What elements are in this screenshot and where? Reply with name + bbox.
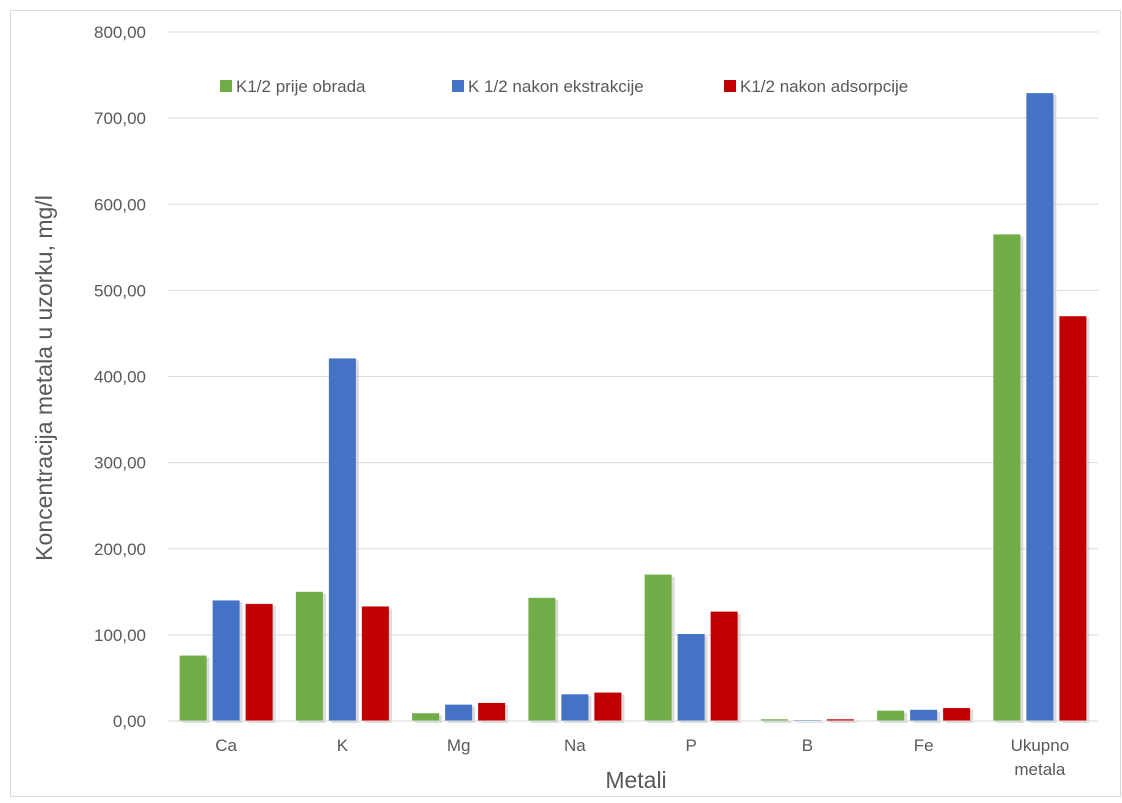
legend-label: K1/2 nakon adsorpcije — [740, 77, 908, 96]
legend-label: K1/2 prije obrada — [236, 77, 366, 96]
y-axis-title: Koncentracija metala u uzorku, mg/l — [31, 195, 57, 561]
y-tick-label: 100,00 — [94, 626, 146, 645]
bar — [1059, 316, 1087, 721]
bar — [179, 655, 207, 721]
bar — [910, 709, 938, 721]
legend-label: K 1/2 nakon ekstrakcije — [468, 77, 644, 96]
bar — [528, 597, 556, 721]
x-category-label: Mg — [447, 736, 471, 755]
bar-shadow — [829, 721, 857, 723]
y-axis-ticks: 0,00 100,00 200,00 300,00 400,00 500,00 600,00… — [94, 23, 146, 731]
bar — [478, 702, 506, 721]
x-axis-title: Metali — [605, 767, 666, 793]
y-tick-label: 700,00 — [94, 109, 146, 128]
legend-swatch — [220, 80, 232, 92]
bar — [1026, 93, 1054, 722]
bar — [212, 600, 240, 721]
bar — [594, 692, 622, 721]
bar — [943, 708, 971, 721]
chart-border — [10, 10, 1121, 797]
x-axis-categories: Ca K Mg Na P B Fe Ukupno metala — [215, 736, 1069, 779]
x-category-label: Ukupno metala — [1011, 736, 1070, 779]
bar — [361, 606, 389, 721]
bar — [561, 694, 589, 721]
bar — [644, 574, 672, 721]
legend-swatch — [452, 80, 464, 92]
bar — [328, 358, 356, 721]
x-category-label: K — [337, 736, 349, 755]
bar — [295, 591, 323, 721]
bar — [445, 704, 473, 721]
bar — [993, 234, 1021, 722]
legend-swatch — [724, 80, 736, 92]
y-tick-label: 200,00 — [94, 540, 146, 559]
y-tick-label: 500,00 — [94, 281, 146, 300]
y-tick-label: 0,00 — [113, 712, 146, 731]
bar — [877, 710, 905, 721]
x-category-label: Fe — [914, 736, 934, 755]
bars — [179, 93, 1090, 724]
y-tick-label: 800,00 — [94, 23, 146, 42]
bar — [760, 719, 788, 721]
x-category-label: Ca — [215, 736, 237, 755]
y-tick-label: 600,00 — [94, 195, 146, 214]
bar — [412, 713, 440, 721]
bar-shadow — [796, 722, 824, 723]
bar — [677, 634, 705, 721]
x-category-label: B — [802, 736, 813, 755]
gridlines — [168, 31, 1098, 636]
bar-shadow — [763, 721, 791, 723]
y-tick-label: 400,00 — [94, 368, 146, 387]
x-category-label: Na — [564, 736, 586, 755]
y-tick-label: 300,00 — [94, 454, 146, 473]
legend: K1/2 prije obrada K 1/2 nakon ekstrakcije… — [220, 77, 908, 96]
bar — [245, 603, 273, 721]
bar — [710, 611, 738, 721]
x-category-label: P — [685, 736, 696, 755]
bar — [826, 719, 854, 721]
